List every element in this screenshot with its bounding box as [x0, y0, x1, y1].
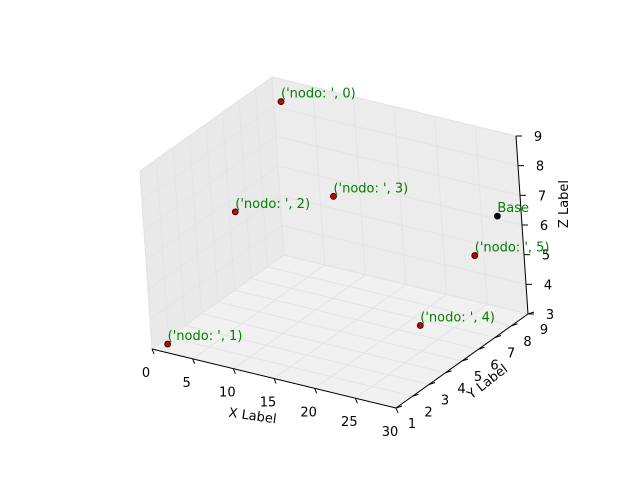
z-tick-label: 8 [536, 160, 544, 175]
gridline-y-floor [267, 266, 512, 327]
y-tick-label: 9 [540, 323, 548, 338]
x-tick-label: 10 [219, 386, 236, 401]
z-tick-label: 9 [534, 130, 542, 145]
point-label-1: ('nodo: ', 1) [168, 329, 243, 344]
point-2 [231, 208, 239, 216]
y-tick-label: 7 [507, 347, 515, 362]
gridline-z-backwall [275, 135, 521, 196]
point-label-6: Base [497, 201, 529, 216]
z-tick-label: 3 [546, 308, 554, 323]
gridline-z-backwall [271, 76, 517, 137]
z-tick-label: 7 [538, 189, 546, 204]
gridline-y-floor [234, 289, 479, 350]
gridline-z-leftwall [147, 195, 281, 291]
gridline-y-floor [184, 325, 430, 385]
x-tick-mark [192, 358, 196, 365]
x-tick-mark [314, 388, 318, 394]
point-label-5: ('nodo: ', 5) [475, 241, 550, 256]
y-axis-label: Y Label [464, 362, 511, 403]
y-tick-label: 8 [523, 335, 531, 350]
point-1 [164, 340, 172, 348]
point-label-3: ('nodo: ', 3) [333, 181, 408, 196]
z-tick-label: 4 [544, 278, 552, 293]
point-4 [416, 322, 424, 329]
x-tick-label: 0 [142, 366, 150, 381]
y-tick-label: 1 [408, 417, 416, 432]
gridline-y-floor [217, 301, 463, 362]
gridline-z-leftwall [151, 254, 285, 350]
x-tick-mark [273, 378, 277, 384]
point-label-0: ('nodo: ', 0) [281, 87, 356, 102]
y-tick-mark [461, 358, 469, 362]
gridline-z-leftwall [141, 106, 275, 202]
y-tick-label: 6 [490, 358, 498, 373]
y-tick-label: 5 [474, 370, 482, 385]
point-6 [493, 212, 501, 220]
gridline-z-backwall [277, 165, 523, 226]
x-tick-label: 20 [300, 405, 317, 420]
gridline-z-backwall [283, 254, 529, 315]
x-tick-mark [354, 397, 358, 404]
point-label-4: ('nodo: ', 4) [420, 311, 495, 326]
z-tick-label: 6 [540, 219, 548, 234]
gridline-z-backwall [273, 106, 519, 167]
y-tick-label: 2 [424, 405, 432, 420]
x-axis-label: X Label [228, 406, 278, 428]
y-tick-mark [428, 382, 436, 385]
x-tick-mark [232, 368, 236, 374]
point-0 [277, 98, 285, 106]
gridline-y-floor [168, 336, 413, 397]
x-tick-label: 30 [382, 425, 399, 440]
y-tick-mark [494, 335, 502, 338]
gridline-z-leftwall [143, 135, 277, 231]
y-tick-label: 4 [457, 382, 465, 397]
x-tick-mark [395, 407, 399, 414]
x-tick-label: 15 [260, 396, 277, 411]
x-tick-label: 5 [183, 376, 191, 391]
gridline-z-backwall [279, 195, 525, 256]
gridline-y-floor [250, 278, 496, 338]
point-5 [471, 252, 479, 259]
y-tick-label: 3 [441, 394, 449, 409]
y-tick-mark [511, 323, 518, 327]
gridline-y-floor [201, 313, 446, 374]
z-axis-label: Z Label [557, 180, 572, 228]
gridline-z-leftwall [149, 224, 283, 320]
z-tick-label: 5 [542, 249, 550, 264]
y-tick-mark [478, 346, 485, 350]
y-tick-mark [412, 393, 419, 397]
y-tick-mark [445, 370, 452, 374]
y-tick-mark [395, 405, 403, 409]
point-3 [330, 192, 337, 200]
gridline-z-backwall [281, 224, 527, 285]
point-label-2: ('nodo: ', 2) [235, 197, 310, 212]
gridline-z-leftwall [145, 165, 279, 261]
x-tick-mark [151, 348, 155, 355]
gridline-z-leftwall [139, 76, 273, 172]
x-tick-label: 25 [341, 415, 358, 430]
